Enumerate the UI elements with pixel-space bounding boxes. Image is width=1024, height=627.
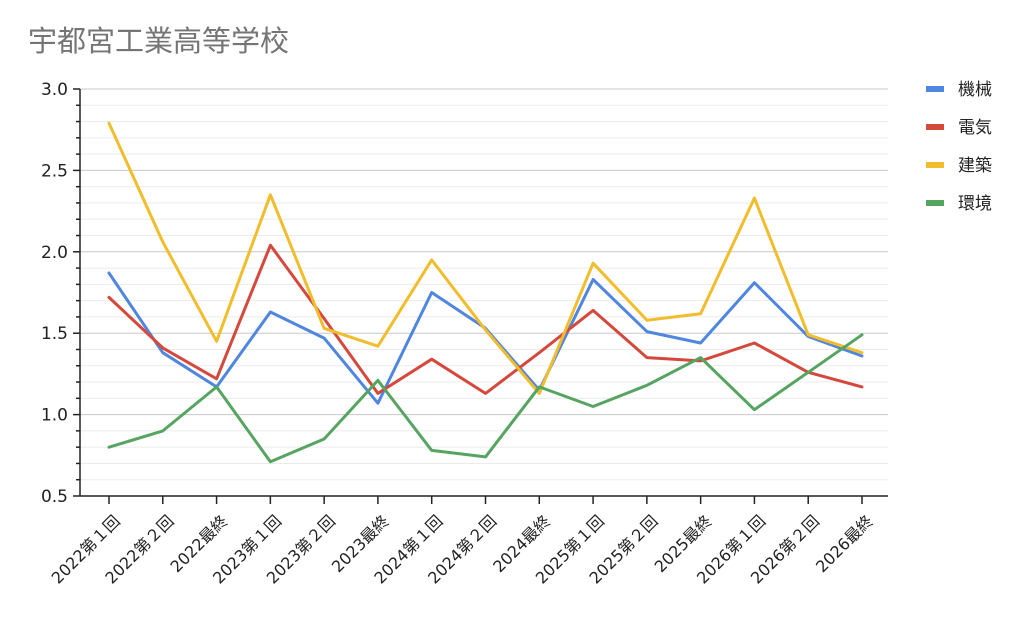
y-tick-label: 2.5	[41, 161, 68, 181]
series-line	[107, 271, 864, 405]
series-line	[107, 243, 864, 395]
x-axis: 2022第１回2022第２回2022最終2023第１回2023第２回2023最終…	[48, 495, 888, 588]
series-line	[107, 333, 864, 464]
y-tick-label: 0.5	[41, 487, 68, 507]
legend-label: 環境	[958, 194, 992, 214]
legend-label: 電気	[958, 118, 992, 138]
gridlines	[80, 88, 888, 481]
y-tick-label: 2.0	[41, 243, 68, 263]
y-axis: 0.5 1.0 1.5 2.0 2.5 3.0	[41, 80, 81, 507]
y-tick-label: 1.5	[41, 324, 68, 344]
y-tick-label: 1.0	[41, 406, 68, 426]
legend-label: 建築	[958, 156, 992, 176]
chart-title: 宇都宮工業高等学校	[28, 24, 290, 58]
series-line	[107, 121, 864, 395]
series-lines	[107, 121, 864, 464]
legend-label: 機械	[958, 80, 992, 100]
x-tick-label: 2026最終	[812, 511, 877, 576]
y-tick-label: 3.0	[41, 80, 68, 100]
